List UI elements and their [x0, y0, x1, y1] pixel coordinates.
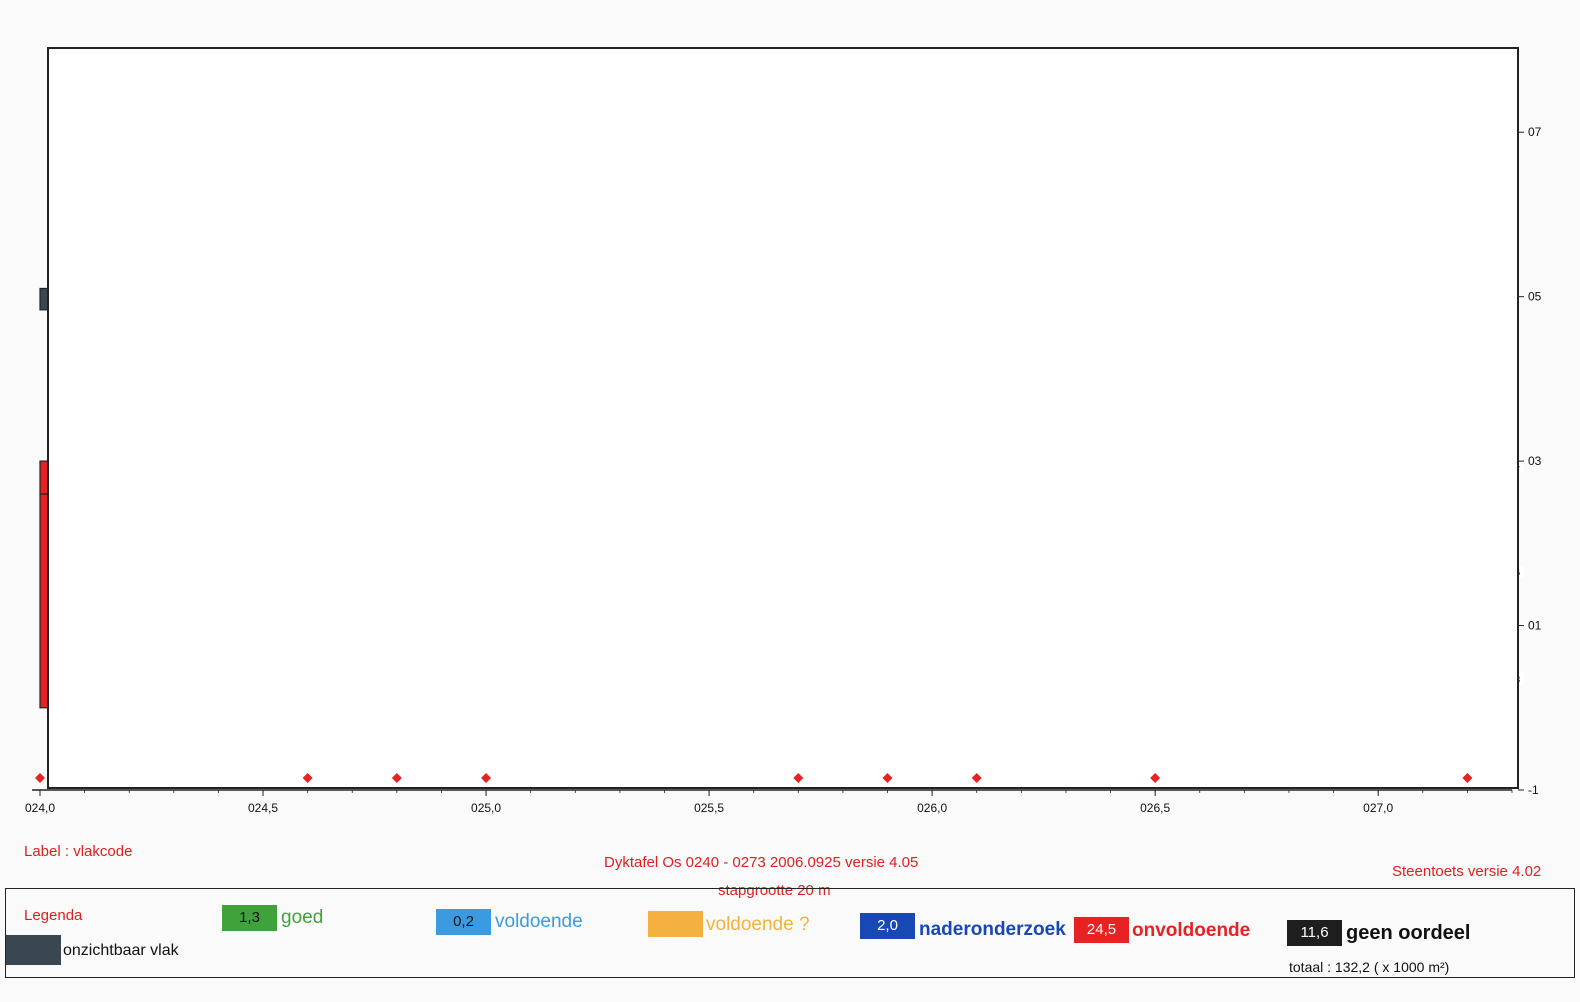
station-marker	[302, 773, 313, 783]
x-tick-label: 027,0	[1363, 801, 1393, 815]
chart-title: Dyktafel Os 0240 - 0273 2006.0925 versie…	[604, 854, 919, 871]
station-marker	[1150, 773, 1161, 783]
y-tick-label: 01	[1528, 619, 1542, 633]
version-text: Steentoets versie 4.02	[1392, 863, 1542, 880]
legend-label-voldoende: voldoende	[495, 911, 583, 932]
y-tick-label: 03	[1528, 454, 1542, 468]
legend-label-onvoldoende: onvoldoende	[1132, 920, 1251, 941]
legend-label-naderonderzoek: naderonderzoek	[919, 919, 1066, 940]
x-tick-label: 026,0	[917, 801, 947, 815]
plot-area	[47, 47, 1519, 789]
axes-layer: 024,0 024,5 025,0 025,5 026,0 026,5 027,0 07 05 0…	[25, 47, 1542, 815]
legend: Legenda 1,3 goed 0,2 voldoende voldoende…	[5, 888, 1575, 978]
station-marker	[481, 773, 492, 783]
station-marker	[391, 773, 402, 783]
label-caption: Label : vlakcode	[24, 843, 133, 860]
legend-swatch-goed: 1,3	[222, 905, 277, 931]
legend-swatch-naderonderzoek: 2,0	[860, 913, 915, 939]
legend-label-onzichtbaar: onzichtbaar vlak	[63, 942, 179, 959]
legend-total: totaal : 132,2 ( x 1000 m²)	[1289, 959, 1450, 975]
station-marker	[793, 773, 804, 783]
legend-swatch-voldoende: 0,2	[436, 909, 491, 935]
legend-swatch-voldoende-q	[648, 911, 703, 937]
legend-label-goed: goed	[281, 907, 324, 928]
x-tick-label: 026,5	[1140, 801, 1170, 815]
station-marker	[971, 773, 982, 783]
x-tick-label: 024,0	[25, 801, 55, 815]
station-marker	[35, 773, 45, 783]
chart-plot: OS024005OS024009OS024204OS02430.OS024501…	[25, 47, 1542, 815]
legend-label-voldoende-q: voldoende ?	[706, 914, 810, 935]
legend-title: Legenda	[24, 907, 83, 924]
x-tick-label: 025,5	[694, 801, 724, 815]
x-tick-label: 025,0	[471, 801, 501, 815]
x-tick-label: 024,5	[248, 801, 278, 815]
y-tick-label: 07	[1528, 125, 1542, 139]
station-marker	[1462, 773, 1473, 783]
legend-swatch-onzichtbaar	[6, 935, 61, 965]
legend-swatch-geen-oordeel: 11,6	[1287, 920, 1342, 946]
legend-label-geen-oordeel: geen oordeel	[1346, 922, 1471, 944]
step-size: stapgrootte 20 m	[718, 882, 831, 899]
y-tick-label: -1	[1528, 783, 1539, 797]
y-tick-label: 05	[1528, 290, 1542, 304]
legend-swatch-onvoldoende: 24,5	[1074, 917, 1129, 943]
station-marker	[882, 773, 893, 783]
